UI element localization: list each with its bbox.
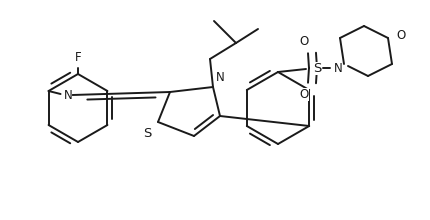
Text: S: S: [143, 127, 151, 140]
Text: O: O: [299, 35, 309, 48]
Text: F: F: [75, 51, 81, 64]
Text: O: O: [299, 88, 309, 101]
Text: N: N: [216, 71, 225, 84]
Text: S: S: [313, 62, 321, 75]
Text: O: O: [396, 29, 405, 42]
Text: N: N: [64, 88, 72, 101]
Text: N: N: [334, 62, 342, 75]
